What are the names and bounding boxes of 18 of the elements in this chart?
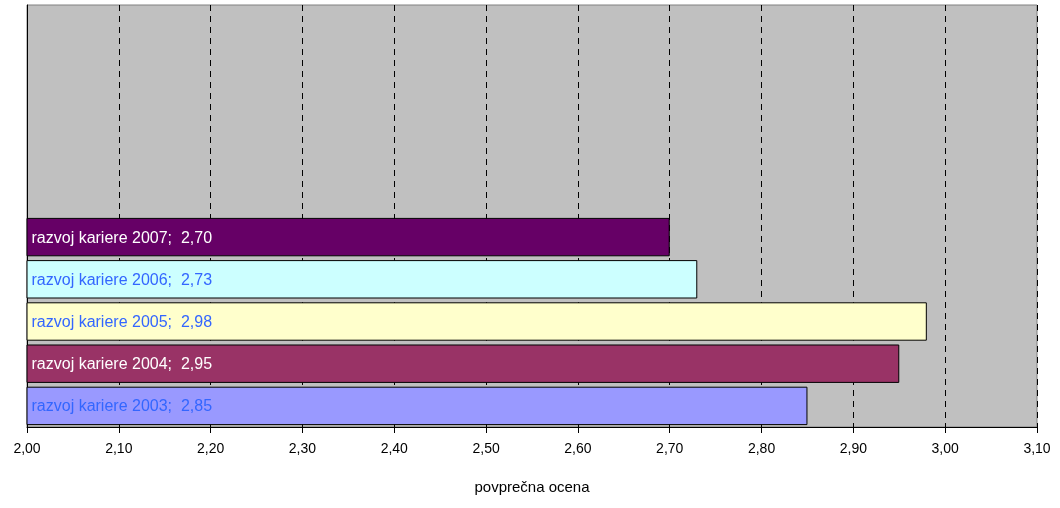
x-tick-label: 2,10 [105, 440, 133, 456]
x-tick-label: 2,30 [288, 440, 317, 456]
data-label: razvoj kariere 2006; 2,73 [31, 270, 213, 288]
x-tick-label: 2,60 [564, 440, 592, 456]
x-axis-title: povprečna ocena [474, 478, 591, 495]
x-tick-label: 2,50 [472, 440, 500, 456]
x-tick-label: 2,00 [13, 440, 41, 456]
x-tick-label: 2,20 [197, 440, 225, 456]
x-tick-label: 3,00 [931, 440, 960, 456]
x-tick-label: 2,70 [656, 440, 684, 456]
x-tick-label: 2,40 [380, 440, 409, 456]
data-label: razvoj kariere 2007; 2,70 [31, 228, 213, 246]
data-label: razvoj kariere 2004; 2,95 [31, 355, 213, 373]
x-tick-label: 2,80 [747, 440, 776, 456]
x-tick-label: 2,90 [839, 440, 868, 456]
x-tick-label: 3,10 [1023, 440, 1051, 456]
data-label: razvoj kariere 2005; 2,98 [31, 313, 213, 330]
data-label: razvoj kariere 2003; 2,85 [31, 397, 213, 415]
